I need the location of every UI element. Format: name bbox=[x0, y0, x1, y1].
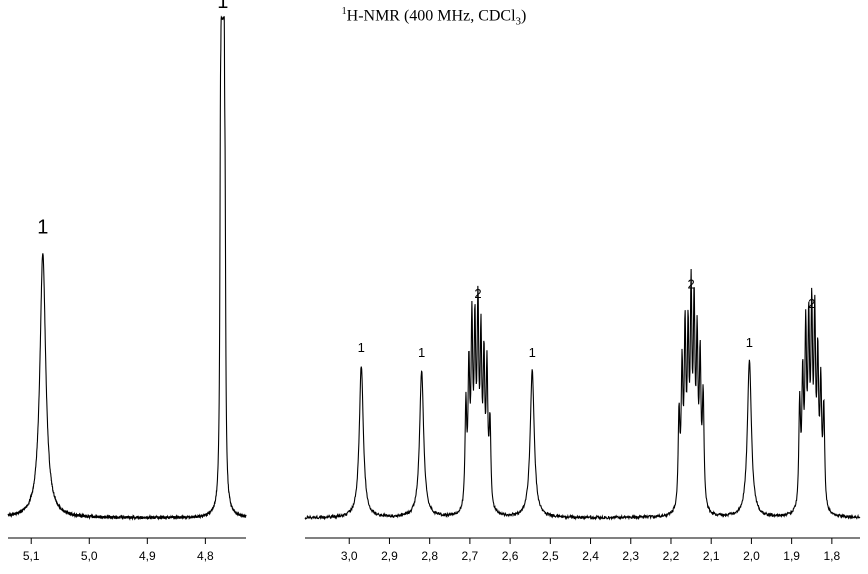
x-tick-label: 4,9 bbox=[139, 549, 156, 563]
integration-label: 1 bbox=[746, 335, 753, 350]
x-tick-label: 5,1 bbox=[23, 549, 40, 563]
x-tick-label: 3,0 bbox=[341, 549, 358, 563]
integration-label: 2 bbox=[474, 286, 481, 301]
x-tick-label: 2,6 bbox=[502, 549, 519, 563]
title-main: H-NMR (400 MHz, CDCl bbox=[346, 7, 516, 25]
integration-label: 1 bbox=[358, 340, 365, 355]
x-tick-label: 1,9 bbox=[783, 549, 800, 563]
x-tick-label: 2,2 bbox=[663, 549, 680, 563]
x-tick-label: 2,9 bbox=[381, 549, 398, 563]
integration-label: 1 bbox=[37, 216, 48, 238]
spectrum-trace bbox=[7, 15, 247, 521]
x-tick-label: 2,3 bbox=[622, 549, 639, 563]
x-tick-label: 2,1 bbox=[703, 549, 720, 563]
x-tick-label: 1,8 bbox=[824, 549, 841, 563]
x-tick-label: 2,5 bbox=[542, 549, 559, 563]
spectrum-panel-right: 3,0 2,9 2,8 2,7 2,6 2,5 2,4 2,3 2,2 2,1 2,0 1,9 1,8 1… bbox=[304, 269, 861, 563]
integration-label: 1 bbox=[418, 345, 425, 360]
title-subscript: 3 bbox=[515, 15, 522, 28]
integration-label: 2 bbox=[687, 276, 694, 291]
integration-label: 2 bbox=[808, 296, 815, 311]
title-superscript: 1 bbox=[341, 6, 347, 17]
x-tick-label: 2,0 bbox=[743, 549, 760, 563]
title-suffix: ) bbox=[521, 7, 527, 25]
x-tick-label: 2,7 bbox=[462, 549, 479, 563]
x-tick-label: 4,8 bbox=[197, 549, 214, 563]
x-tick-label: 2,8 bbox=[421, 549, 438, 563]
integration-label: 1 bbox=[217, 0, 228, 13]
x-tick-label: 2,4 bbox=[582, 549, 599, 563]
spectrum-trace bbox=[304, 269, 861, 521]
spectrum-panel-left: 5,1 5,0 4,9 4,8 1 1 bbox=[7, 0, 247, 563]
x-tick-label: 5,0 bbox=[81, 549, 98, 563]
chart-title: 1H-NMR (400 MHz, CDCl3) bbox=[0, 6, 868, 28]
integration-label: 1 bbox=[529, 345, 536, 360]
